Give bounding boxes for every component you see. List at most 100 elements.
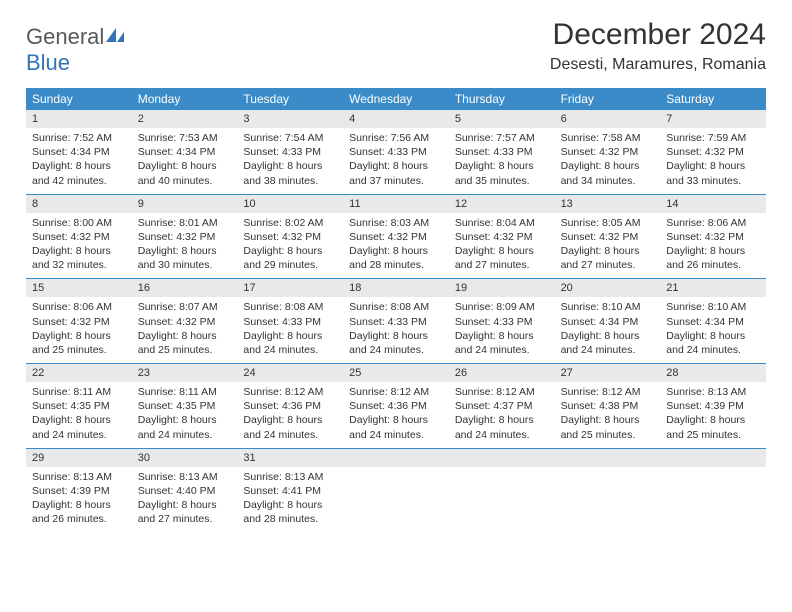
day-cell: 13Sunrise: 8:05 AMSunset: 4:32 PMDayligh… — [555, 195, 661, 279]
day-number: 10 — [237, 195, 343, 213]
title-block: December 2024 Desesti, Maramures, Romani… — [550, 18, 766, 74]
day-line-dl1: Daylight: 8 hours — [138, 413, 232, 427]
day-line-sr: Sunrise: 8:13 AM — [32, 470, 126, 484]
day-line-dl1: Daylight: 8 hours — [666, 413, 760, 427]
day-line-dl1: Daylight: 8 hours — [32, 329, 126, 343]
logo-text: General Blue — [26, 24, 126, 76]
day-details: Sunrise: 8:02 AMSunset: 4:32 PMDaylight:… — [237, 213, 343, 273]
day-details: Sunrise: 8:06 AMSunset: 4:32 PMDaylight:… — [26, 297, 132, 357]
day-line-sr: Sunrise: 8:07 AM — [138, 300, 232, 314]
day-line-sr: Sunrise: 8:12 AM — [455, 385, 549, 399]
day-line-dl2: and 27 minutes. — [455, 258, 549, 272]
day-line-dl1: Daylight: 8 hours — [561, 413, 655, 427]
day-line-dl1: Daylight: 8 hours — [455, 159, 549, 173]
day-cell: 8Sunrise: 8:00 AMSunset: 4:32 PMDaylight… — [26, 195, 132, 279]
day-number: 14 — [660, 195, 766, 213]
day-line-dl1: Daylight: 8 hours — [561, 244, 655, 258]
day-line-dl2: and 40 minutes. — [138, 174, 232, 188]
day-details: Sunrise: 8:12 AMSunset: 4:36 PMDaylight:… — [343, 382, 449, 442]
day-line-dl2: and 24 minutes. — [349, 428, 443, 442]
day-details: Sunrise: 8:05 AMSunset: 4:32 PMDaylight:… — [555, 213, 661, 273]
day-line-ss: Sunset: 4:32 PM — [32, 315, 126, 329]
day-details: Sunrise: 8:13 AMSunset: 4:40 PMDaylight:… — [132, 467, 238, 527]
day-number: 24 — [237, 364, 343, 382]
day-number: 18 — [343, 279, 449, 297]
day-line-ss: Sunset: 4:34 PM — [32, 145, 126, 159]
day-line-sr: Sunrise: 8:00 AM — [32, 216, 126, 230]
day-line-dl1: Daylight: 8 hours — [349, 413, 443, 427]
logo-word-1: General — [26, 24, 104, 49]
day-line-dl1: Daylight: 8 hours — [455, 244, 549, 258]
day-line-dl2: and 37 minutes. — [349, 174, 443, 188]
week-row: 15Sunrise: 8:06 AMSunset: 4:32 PMDayligh… — [26, 279, 766, 364]
day-line-dl2: and 28 minutes. — [349, 258, 443, 272]
day-line-sr: Sunrise: 8:12 AM — [561, 385, 655, 399]
day-line-dl1: Daylight: 8 hours — [666, 159, 760, 173]
day-cell: 15Sunrise: 8:06 AMSunset: 4:32 PMDayligh… — [26, 279, 132, 363]
day-line-dl1: Daylight: 8 hours — [32, 413, 126, 427]
day-line-dl2: and 27 minutes. — [561, 258, 655, 272]
month-title: December 2024 — [550, 18, 766, 52]
day-header: Saturday — [660, 88, 766, 110]
day-line-dl2: and 25 minutes. — [138, 343, 232, 357]
day-number-empty — [660, 449, 766, 467]
day-line-dl1: Daylight: 8 hours — [561, 329, 655, 343]
day-line-ss: Sunset: 4:33 PM — [349, 145, 443, 159]
day-line-dl1: Daylight: 8 hours — [138, 498, 232, 512]
day-line-dl2: and 26 minutes. — [666, 258, 760, 272]
logo-word-2: Blue — [26, 50, 70, 75]
day-cell: 21Sunrise: 8:10 AMSunset: 4:34 PMDayligh… — [660, 279, 766, 363]
day-cell: 19Sunrise: 8:09 AMSunset: 4:33 PMDayligh… — [449, 279, 555, 363]
day-cell: 5Sunrise: 7:57 AMSunset: 4:33 PMDaylight… — [449, 110, 555, 194]
day-cell: 18Sunrise: 8:08 AMSunset: 4:33 PMDayligh… — [343, 279, 449, 363]
day-line-ss: Sunset: 4:32 PM — [666, 230, 760, 244]
day-line-dl2: and 24 minutes. — [455, 343, 549, 357]
day-line-dl2: and 35 minutes. — [455, 174, 549, 188]
day-number: 28 — [660, 364, 766, 382]
day-number: 6 — [555, 110, 661, 128]
day-line-sr: Sunrise: 8:01 AM — [138, 216, 232, 230]
day-line-ss: Sunset: 4:32 PM — [561, 145, 655, 159]
day-details: Sunrise: 8:11 AMSunset: 4:35 PMDaylight:… — [26, 382, 132, 442]
day-number: 29 — [26, 449, 132, 467]
day-number: 26 — [449, 364, 555, 382]
weeks-container: 1 Sunrise: 7:52 AMSunset: 4:34 PM Daylight… — [26, 110, 766, 532]
day-header: Tuesday — [237, 88, 343, 110]
day-cell: 27Sunrise: 8:12 AMSunset: 4:38 PMDayligh… — [555, 364, 661, 448]
day-details: Sunrise: 8:08 AMSunset: 4:33 PMDaylight:… — [343, 297, 449, 357]
day-line-dl2: and 24 minutes. — [349, 343, 443, 357]
day-cell: 2Sunrise: 7:53 AMSunset: 4:34 PMDaylight… — [132, 110, 238, 194]
day-headers-row: SundayMondayTuesdayWednesdayThursdayFrid… — [26, 88, 766, 110]
day-line-sr: Sunrise: 7:52 AM — [32, 131, 126, 145]
day-line-ss: Sunset: 4:35 PM — [138, 399, 232, 413]
day-line-dl2: and 24 minutes. — [666, 343, 760, 357]
day-line-dl2: and 30 minutes. — [138, 258, 232, 272]
day-line-dl1: Daylight: 8 hours — [349, 329, 443, 343]
day-details: Sunrise: 8:09 AMSunset: 4:33 PMDaylight:… — [449, 297, 555, 357]
day-number: 7 — [660, 110, 766, 128]
day-header: Sunday — [26, 88, 132, 110]
day-header: Wednesday — [343, 88, 449, 110]
day-details: Sunrise: 8:06 AMSunset: 4:32 PMDaylight:… — [660, 213, 766, 273]
day-line-ss: Sunset: 4:32 PM — [243, 230, 337, 244]
day-line-dl1: Daylight: 8 hours — [138, 329, 232, 343]
day-number: 22 — [26, 364, 132, 382]
day-number: 25 — [343, 364, 449, 382]
day-line-dl2: and 24 minutes. — [243, 428, 337, 442]
day-line-dl2: and 34 minutes. — [561, 174, 655, 188]
day-line-sr: Sunrise: 7:53 AM — [138, 131, 232, 145]
day-cell: 28Sunrise: 8:13 AMSunset: 4:39 PMDayligh… — [660, 364, 766, 448]
day-line-sr: Sunrise: 8:08 AM — [243, 300, 337, 314]
day-number: 11 — [343, 195, 449, 213]
day-line-sr: Sunrise: 8:02 AM — [243, 216, 337, 230]
day-line-sr: Sunrise: 7:54 AM — [243, 131, 337, 145]
day-cell: 26Sunrise: 8:12 AMSunset: 4:37 PMDayligh… — [449, 364, 555, 448]
day-cell — [343, 449, 449, 533]
day-number: 15 — [26, 279, 132, 297]
day-details: Sunrise: 8:12 AMSunset: 4:38 PMDaylight:… — [555, 382, 661, 442]
day-details: Sunrise: 8:00 AMSunset: 4:32 PMDaylight:… — [26, 213, 132, 273]
day-line-dl2: and 24 minutes. — [455, 428, 549, 442]
day-cell: 20Sunrise: 8:10 AMSunset: 4:34 PMDayligh… — [555, 279, 661, 363]
day-line-dl2: and 25 minutes. — [561, 428, 655, 442]
day-number: 1 — [26, 110, 132, 128]
